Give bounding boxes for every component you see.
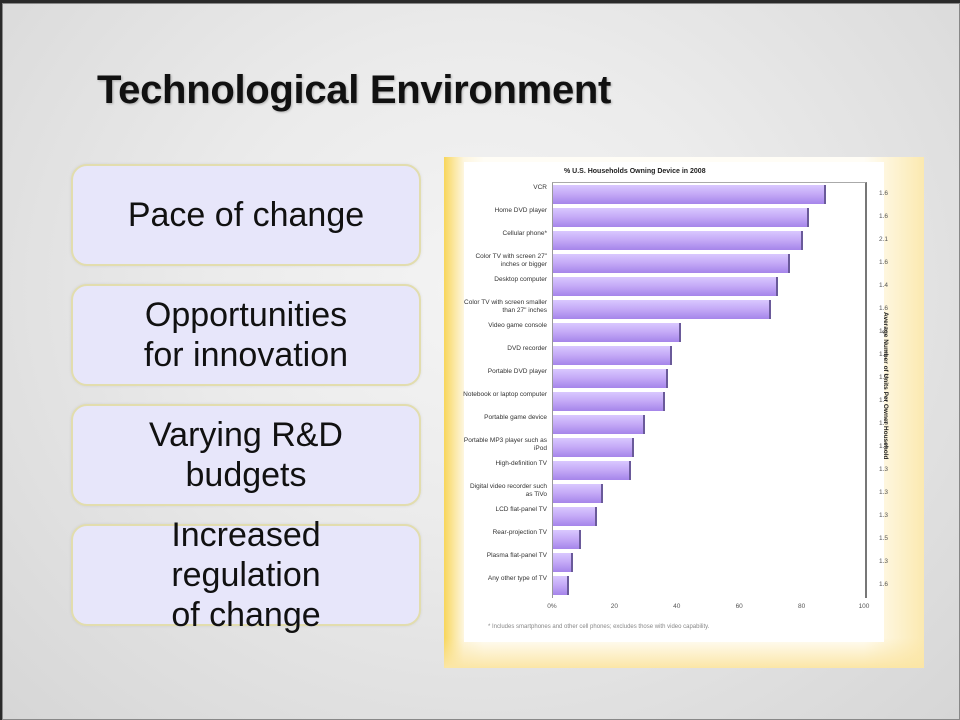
slide: Technological Environment Pace of change…	[2, 3, 960, 720]
category-label: Cellular phone*	[502, 230, 547, 237]
category-label: Portable DVD player	[487, 368, 547, 375]
x-tick: 40	[673, 603, 681, 610]
avg-units-value: 1.4	[879, 397, 889, 404]
chart-row: DVD recorder 1.2	[507, 344, 888, 367]
chart-image: % U.S. Households Owning Device in 2008 …	[444, 157, 924, 668]
avg-units-value: 1.2	[879, 351, 889, 358]
avg-units-value: 1.6	[879, 213, 889, 220]
bar	[553, 392, 666, 411]
category-label: Plasma flat-panel TV	[486, 552, 547, 559]
bar	[553, 346, 672, 365]
category-label: Video game console	[488, 322, 547, 329]
bar	[553, 300, 772, 319]
category-label: VCR	[533, 184, 547, 191]
x-tick: 0%	[547, 603, 557, 610]
category-label: Desktop computer	[494, 276, 547, 283]
category-label: Notebook or laptop computer	[463, 391, 547, 398]
avg-units-value: 1.0	[879, 420, 889, 427]
chart-row: Color TV with screen smaller than 27" in…	[464, 298, 888, 321]
avg-units-value: 1.6	[879, 305, 889, 312]
box-label: Varying R&D budgets	[149, 416, 343, 494]
bar	[553, 323, 681, 342]
avg-units-value: 1.3	[879, 512, 889, 519]
plot-area: VCR 1.6 Home DVD player 1.6 Cellular phone* 2…	[463, 182, 888, 598]
chart-row: Video game console 1.7	[488, 321, 888, 344]
chart-footnote: * Includes smartphones and other cell ph…	[488, 624, 710, 630]
avg-units-value: 1.3	[879, 489, 889, 496]
category-label: High-definition TV	[495, 460, 547, 467]
avg-units-value: 1.6	[879, 190, 889, 197]
bar	[553, 484, 603, 503]
category-label: Portable game device	[484, 414, 547, 421]
chart-row: Portable game device 1.0	[484, 413, 888, 436]
chart-row: Notebook or laptop computer 1.4	[463, 390, 888, 413]
chart-title: % U.S. Households Owning Device in 2008	[564, 168, 706, 175]
x-tick: 20	[610, 603, 619, 610]
category-label: Digital video recorder such as TiVo	[470, 483, 547, 498]
bar	[553, 553, 574, 572]
chart-row: Digital video recorder such as TiVo 1.3	[470, 482, 888, 505]
bar	[553, 415, 646, 434]
box-rd-budgets: Varying R&D budgets	[71, 404, 421, 506]
bar	[553, 369, 669, 388]
x-axis: 0% 20 40 60 80 100	[547, 603, 869, 613]
avg-units-value: 2.1	[879, 236, 889, 243]
chart-row: Portable DVD player 1.3	[488, 367, 888, 390]
chart-row: Color TV with screen 27" inches or bigge…	[475, 252, 888, 275]
box-label: Pace of change	[127, 196, 365, 234]
box-label: Increased regulation of change	[171, 516, 321, 634]
box-opportunities: Opportunities for innovation	[71, 284, 421, 386]
avg-units-value: 1.3	[879, 466, 889, 473]
category-label: DVD recorder	[507, 345, 547, 352]
bar	[553, 576, 569, 595]
bar	[553, 231, 803, 250]
category-label: Color TV with screen smaller than 27" in…	[464, 299, 547, 314]
bar	[553, 254, 791, 273]
bar	[553, 277, 778, 296]
bar	[553, 208, 809, 227]
avg-units-value: 1.3	[879, 374, 889, 381]
box-regulation: Increased regulation of change	[71, 516, 421, 634]
chart-row: High-definition TV 1.3	[495, 459, 888, 482]
box-label: Opportunities for innovation	[143, 296, 349, 374]
bar	[553, 438, 635, 457]
chart-row: Desktop computer 1.4	[494, 275, 888, 298]
bar	[553, 461, 631, 480]
bar	[553, 530, 582, 549]
chart-row: Rear-projection TV 1.5	[493, 528, 888, 551]
category-label: Rear-projection TV	[492, 529, 547, 536]
chart-row: VCR 1.6	[533, 183, 888, 206]
avg-units-value: 1.7	[879, 328, 889, 335]
chart-row: Any other type of TV 1.6	[488, 574, 888, 597]
avg-units-value: 1.5	[879, 535, 889, 542]
bar	[553, 185, 826, 204]
category-label: Portable MP3 player such as iPod	[463, 437, 547, 452]
category-label: Home DVD player	[494, 207, 547, 214]
avg-units-value: 1.6	[879, 259, 889, 266]
x-tick: 80	[797, 603, 806, 610]
chart-row: Cellular phone* 2.1	[503, 229, 888, 252]
avg-units-value: 1.4	[879, 282, 889, 289]
avg-units-value: 1.3	[879, 558, 889, 565]
x-tick: 60	[735, 603, 743, 610]
chart-row: LCD flat-panel TV 1.3	[495, 505, 888, 528]
category-label: Color TV with screen 27" inches or bigge…	[475, 253, 547, 268]
category-label: Any other type of TV	[487, 575, 547, 582]
avg-units-value: 1.3	[879, 443, 889, 450]
chart-row: Home DVD player 1.6	[495, 206, 888, 229]
slide-title: Technological Environment	[97, 68, 612, 112]
category-label: LCD flat-panel TV	[495, 506, 547, 513]
box-pace-of-change: Pace of change	[71, 164, 421, 266]
chart-row: Plasma flat-panel TV 1.3	[487, 551, 888, 574]
chart-area: % U.S. Households Owning Device in 2008 …	[463, 162, 889, 642]
avg-units-value: 1.6	[879, 581, 889, 588]
right-axis-label: Average Number of Units Per Owner Househ…	[882, 312, 889, 460]
chart-row: Portable MP3 player such as iPod 1.3	[464, 436, 888, 459]
bar	[553, 507, 597, 526]
x-tick: 100	[858, 603, 870, 610]
